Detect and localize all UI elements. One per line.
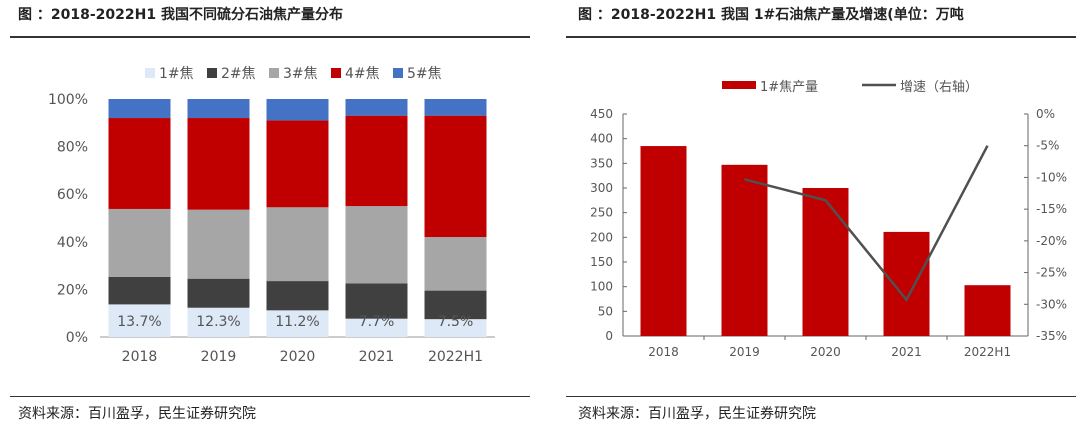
data-label: 12.3% <box>196 314 240 330</box>
right-y-tick-label: 0% <box>1036 107 1055 121</box>
bar-segment-3#焦 <box>345 206 408 284</box>
bar-segment-4#焦 <box>345 115 408 207</box>
bar-segment-1#焦 <box>108 304 171 337</box>
left-y-tick-label: 200 <box>590 230 613 244</box>
legend-swatch-bar <box>722 81 756 89</box>
bar-1-coke-output <box>883 231 930 336</box>
bar-segment-1#焦 <box>424 319 487 337</box>
growth-rate-line <box>744 145 989 303</box>
x-tick-label: 2022H1 <box>428 349 483 365</box>
legend-label: 增速（右轴） <box>900 80 978 95</box>
legend-swatch <box>269 68 279 78</box>
right-y-tick-label: -30% <box>1036 297 1067 311</box>
left-y-tick-label: 150 <box>590 255 613 269</box>
left-y-tick-label: 450 <box>590 107 613 121</box>
legend-label: 2#焦 <box>221 66 256 82</box>
bar-segment-2#焦 <box>424 290 487 320</box>
left-title-divider <box>10 36 530 38</box>
bar-1-coke-output <box>964 285 1011 336</box>
y-tick-label: 80% <box>57 140 88 156</box>
bar-1-coke-output <box>802 188 849 336</box>
x-tick-label: 2021 <box>359 349 395 365</box>
legend-swatch <box>145 68 155 78</box>
x-tick-label: 2018 <box>648 345 679 359</box>
left-chart-title: 图 ：2018-2022H1 我国不同硫分石油焦产量分布 <box>18 7 343 23</box>
legend-swatch <box>331 68 341 78</box>
y-tick-label: 60% <box>57 187 88 203</box>
bar-segment-2#焦 <box>187 278 250 308</box>
right-source: 资料来源：百川盈孚，民生证券研究院 <box>578 406 816 422</box>
data-label: 13.7% <box>117 314 161 330</box>
legend-label: 1#焦产量 <box>760 80 818 95</box>
legend-swatch <box>393 68 403 78</box>
legend-label: 5#焦 <box>407 66 442 82</box>
left-y-tick-label: 300 <box>590 181 613 195</box>
bar-segment-1#焦 <box>266 310 329 337</box>
right-title-divider <box>566 36 1076 38</box>
right-y-tick-label: -5% <box>1036 139 1059 153</box>
bar-segment-3#焦 <box>424 237 487 291</box>
y-tick-label: 40% <box>57 235 88 251</box>
x-tick-label: 2018 <box>122 349 158 365</box>
right-y-tick-label: -20% <box>1036 234 1067 248</box>
bar-segment-2#焦 <box>266 281 329 311</box>
bar-segment-4#焦 <box>187 118 250 210</box>
x-tick-label: 2019 <box>729 345 760 359</box>
x-tick-label: 2020 <box>810 345 841 359</box>
bar-segment-2#焦 <box>345 283 408 319</box>
x-tick-label: 2020 <box>280 349 316 365</box>
left-y-tick-label: 250 <box>590 206 613 220</box>
x-tick-label: 2021 <box>891 345 922 359</box>
bar-segment-3#焦 <box>187 209 250 279</box>
right-y-tick-label: -15% <box>1036 202 1067 216</box>
legend-label: 4#焦 <box>345 66 380 82</box>
bar-segment-4#焦 <box>108 118 171 209</box>
bar-1-coke-output <box>721 164 768 336</box>
bar-segment-5#焦 <box>424 99 487 116</box>
left-source: 资料来源：百川盈孚，民生证券研究院 <box>18 406 256 422</box>
bar-segment-5#焦 <box>187 99 250 119</box>
left-y-tick-label: 0 <box>605 329 613 343</box>
bar-segment-4#焦 <box>266 120 329 208</box>
right-y-tick-label: -10% <box>1036 170 1067 184</box>
bar-segment-5#焦 <box>266 99 329 121</box>
y-tick-label: 20% <box>57 282 88 298</box>
data-label: 7.5% <box>438 314 474 330</box>
right-y-tick-label: -25% <box>1036 266 1067 280</box>
legend-label: 1#焦 <box>159 66 194 82</box>
left-footer-divider <box>10 396 530 397</box>
x-tick-label: 2022H1 <box>964 345 1011 359</box>
x-tick-label: 2019 <box>201 349 237 365</box>
data-label: 11.2% <box>275 314 319 330</box>
y-tick-label: 0% <box>66 330 88 346</box>
bar-segment-1#焦 <box>187 307 250 337</box>
bar-1-coke-output <box>640 146 687 336</box>
left-y-tick-label: 50 <box>598 304 613 318</box>
data-label: 7.7% <box>359 314 395 330</box>
left-y-tick-label: 400 <box>590 132 613 146</box>
right-footer-divider <box>566 396 1076 397</box>
bar-segment-1#焦 <box>345 318 408 337</box>
bar-segment-4#焦 <box>424 115 487 238</box>
bar-segment-3#焦 <box>266 207 329 282</box>
bar-segment-5#焦 <box>345 99 408 116</box>
bar-segment-3#焦 <box>108 208 171 277</box>
left-y-tick-label: 100 <box>590 280 613 294</box>
left-y-tick-label: 350 <box>590 156 613 170</box>
bar-segment-2#焦 <box>108 276 171 305</box>
right-chart-title: 图 ：2018-2022H1 我国 1#石油焦产量及增速(单位：万吨 <box>578 7 964 23</box>
bar-segment-5#焦 <box>108 99 171 119</box>
legend-swatch <box>207 68 217 78</box>
right-y-tick-label: -35% <box>1036 329 1067 343</box>
y-tick-label: 100% <box>48 92 88 108</box>
legend-label: 3#焦 <box>283 66 318 82</box>
